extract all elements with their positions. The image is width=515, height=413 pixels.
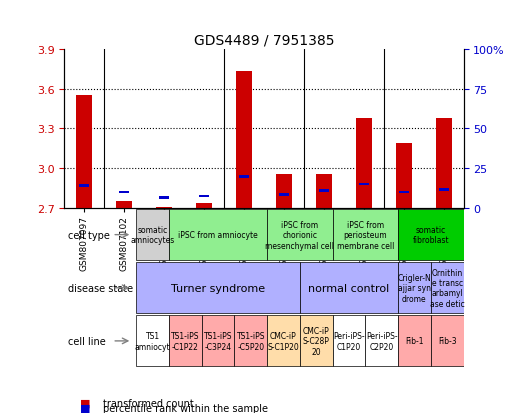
Text: TS1
amniocyt: TS1 amniocyt	[135, 331, 170, 351]
FancyBboxPatch shape	[136, 316, 169, 366]
Bar	[436, 119, 452, 209]
FancyBboxPatch shape	[365, 316, 398, 366]
Bar	[356, 119, 372, 209]
Text: iPSC from
periosteum
membrane cell: iPSC from periosteum membrane cell	[337, 220, 394, 250]
Bar	[239, 176, 249, 178]
Bar	[76, 96, 92, 209]
Text: cell type: cell type	[68, 230, 110, 240]
Text: Turner syndrome: Turner syndrome	[171, 283, 265, 293]
Text: Peri-iPS-
C2P20: Peri-iPS- C2P20	[366, 331, 398, 351]
Bar	[156, 207, 172, 209]
Title: GDS4489 / 7951385: GDS4489 / 7951385	[194, 33, 334, 47]
FancyBboxPatch shape	[267, 210, 333, 261]
FancyBboxPatch shape	[300, 316, 333, 366]
Text: TS1-iPS
-C3P24: TS1-iPS -C3P24	[204, 331, 232, 351]
Bar	[119, 191, 129, 194]
Text: Fib-3: Fib-3	[438, 337, 456, 346]
FancyBboxPatch shape	[202, 316, 234, 366]
FancyBboxPatch shape	[333, 316, 365, 366]
FancyBboxPatch shape	[234, 316, 267, 366]
Text: Ornithin
e transc
arbamyl
ase detic: Ornithin e transc arbamyl ase detic	[430, 268, 465, 308]
Bar	[236, 72, 252, 209]
Text: TS1-iPS
-C5P20: TS1-iPS -C5P20	[236, 331, 265, 351]
Bar	[116, 202, 132, 209]
FancyBboxPatch shape	[431, 263, 464, 313]
FancyBboxPatch shape	[136, 210, 169, 261]
Text: ■: ■	[80, 398, 90, 408]
Text: cell line: cell line	[68, 336, 106, 346]
FancyBboxPatch shape	[267, 316, 300, 366]
Bar	[196, 203, 212, 209]
FancyBboxPatch shape	[169, 316, 202, 366]
FancyBboxPatch shape	[300, 263, 398, 313]
FancyBboxPatch shape	[333, 210, 398, 261]
Text: TS1-iPS
-C1P22: TS1-iPS -C1P22	[171, 331, 199, 351]
Text: transformed count: transformed count	[103, 398, 194, 408]
Bar	[276, 174, 292, 209]
Text: normal control: normal control	[308, 283, 389, 293]
Text: somatic
amniocytes: somatic amniocytes	[130, 225, 175, 245]
Bar	[319, 190, 329, 192]
Bar	[279, 194, 289, 197]
FancyBboxPatch shape	[398, 210, 464, 261]
Text: somatic
fibroblast: somatic fibroblast	[413, 225, 449, 245]
FancyBboxPatch shape	[398, 316, 431, 366]
Bar	[159, 197, 169, 199]
Text: Peri-iPS-
C1P20: Peri-iPS- C1P20	[333, 331, 365, 351]
Bar	[396, 144, 411, 209]
FancyBboxPatch shape	[398, 263, 431, 313]
Text: disease state: disease state	[68, 283, 133, 293]
Bar	[79, 185, 89, 188]
Text: CMC-iP
S-C1P20: CMC-iP S-C1P20	[268, 331, 299, 351]
Bar	[439, 189, 449, 191]
Bar	[399, 191, 408, 194]
Bar	[359, 183, 369, 186]
FancyBboxPatch shape	[136, 263, 300, 313]
Text: percentile rank within the sample: percentile rank within the sample	[103, 403, 268, 413]
Text: Fib-1: Fib-1	[405, 337, 424, 346]
Bar	[316, 174, 332, 209]
Text: iPSC from amniocyte: iPSC from amniocyte	[178, 230, 258, 240]
Bar	[199, 195, 209, 198]
Text: ■: ■	[80, 403, 90, 413]
Text: Crigler-N
ajjar syn
drome: Crigler-N ajjar syn drome	[398, 273, 431, 303]
FancyBboxPatch shape	[169, 210, 267, 261]
Text: iPSC from
chorionic
mesenchymal cell: iPSC from chorionic mesenchymal cell	[265, 220, 334, 250]
Text: CMC-iP
S-C28P
20: CMC-iP S-C28P 20	[303, 326, 330, 356]
FancyBboxPatch shape	[431, 316, 464, 366]
